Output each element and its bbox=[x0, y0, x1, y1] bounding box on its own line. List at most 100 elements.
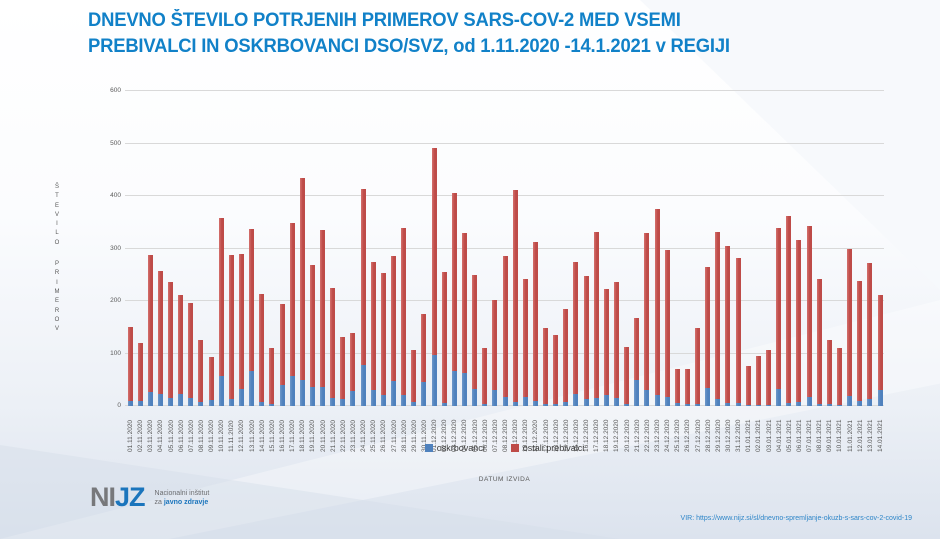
bar-oskrbovanci-10.12.2020 bbox=[522, 396, 528, 406]
bar-oskrbovanci-10.01.2021 bbox=[836, 404, 842, 406]
bar-ostali-prebivalci-11.01.2021 bbox=[847, 249, 853, 396]
bar-ostali-prebivalci-25.12.2020 bbox=[674, 368, 680, 404]
bar-ostali-prebivalci-19.11.2020 bbox=[309, 265, 315, 388]
bar-oskrbovanci-12.12.2020 bbox=[543, 404, 549, 406]
bar-oskrbovanci-09.01.2021 bbox=[826, 403, 832, 406]
bar-oskrbovanci-02.12.2020 bbox=[441, 403, 447, 406]
source-link[interactable]: VIR: https://www.nijz.si/sl/dnevno-sprem… bbox=[680, 515, 912, 522]
bar-ostali-prebivalci-08.11.2020 bbox=[198, 339, 204, 402]
bar-oskrbovanci-27.11.2020 bbox=[391, 381, 396, 406]
bar-ostali-prebivalci-02.12.2020 bbox=[441, 271, 447, 404]
bar-ostali-prebivalci-22.12.2020 bbox=[644, 232, 650, 391]
bar-oskrbovanci-13.01.2021 bbox=[867, 399, 873, 406]
bar-ostali-prebivalci-14.01.2021 bbox=[877, 294, 883, 391]
nijz-logo-line2-prefix: za bbox=[154, 499, 164, 506]
bar-oskrbovanci-12.01.2021 bbox=[857, 400, 863, 406]
legend-item-ostali-prebivalci: ostali prebivalci bbox=[510, 443, 584, 453]
bar-oskrbovanci-26.11.2020 bbox=[380, 394, 386, 406]
bar-oskrbovanci-07.01.2021 bbox=[806, 396, 812, 406]
gridline-500 bbox=[125, 142, 884, 144]
bar-oskrbovanci-24.12.2020 bbox=[664, 397, 670, 406]
bar-ostali-prebivalci-13.12.2020 bbox=[553, 334, 559, 404]
bar-ostali-prebivalci-07.12.2020 bbox=[492, 300, 498, 391]
gridline-300 bbox=[125, 247, 884, 249]
x-axis-title: DATUM IZVIDA bbox=[478, 476, 531, 483]
bar-oskrbovanci-05.01.2021 bbox=[786, 403, 792, 406]
nijz-logo-jz: JZ bbox=[115, 482, 145, 512]
bar-ostali-prebivalci-31.12.2020 bbox=[735, 258, 741, 404]
bar-oskrbovanci-12.11.2020 bbox=[238, 389, 244, 406]
bar-ostali-prebivalci-16.11.2020 bbox=[279, 304, 285, 385]
bar-oskrbovanci-17.11.2020 bbox=[289, 375, 295, 406]
bar-oskrbovanci-21.12.2020 bbox=[634, 379, 640, 406]
bar-ostali-prebivalci-24.12.2020 bbox=[664, 250, 670, 398]
bar-ostali-prebivalci-07.01.2021 bbox=[806, 226, 812, 397]
bar-ostali-prebivalci-20.12.2020 bbox=[624, 347, 630, 405]
bar-oskrbovanci-28.12.2020 bbox=[705, 387, 711, 406]
y-tick-label-0: 0 bbox=[117, 402, 121, 409]
bar-ostali-prebivalci-26.11.2020 bbox=[380, 273, 386, 395]
bar-ostali-prebivalci-10.11.2020 bbox=[218, 218, 224, 376]
bar-ostali-prebivalci-15.12.2020 bbox=[573, 261, 579, 394]
bar-oskrbovanci-07.11.2020 bbox=[188, 397, 194, 406]
bar-ostali-prebivalci-14.11.2020 bbox=[259, 293, 265, 402]
bar-ostali-prebivalci-24.11.2020 bbox=[360, 188, 366, 366]
bar-oskrbovanci-02.01.2021 bbox=[755, 404, 761, 406]
bar-oskrbovanci-14.12.2020 bbox=[563, 401, 569, 406]
bar-ostali-prebivalci-09.11.2020 bbox=[208, 356, 214, 400]
bar-ostali-prebivalci-30.12.2020 bbox=[725, 246, 731, 404]
page-title-line1: DNEVNO ŠTEVILO POTRJENIH PRIMEROV SARS-C… bbox=[88, 10, 681, 31]
bar-oskrbovanci-23.11.2020 bbox=[350, 391, 356, 406]
y-tick-label-400: 400 bbox=[110, 192, 121, 199]
bar-oskrbovanci-09.11.2020 bbox=[208, 399, 214, 406]
bar-ostali-prebivalci-14.12.2020 bbox=[563, 309, 569, 402]
y-tick-label-200: 200 bbox=[110, 297, 121, 304]
bar-oskrbovanci-15.11.2020 bbox=[269, 403, 275, 406]
page-title: DNEVNO ŠTEVILO POTRJENIH PRIMEROV SARS-C… bbox=[88, 8, 845, 60]
bar-ostali-prebivalci-13.11.2020 bbox=[249, 228, 255, 372]
bar-ostali-prebivalci-29.12.2020 bbox=[715, 232, 721, 400]
bar-oskrbovanci-18.12.2020 bbox=[603, 394, 609, 406]
legend-label-oskrbovanci: oskrbovanci bbox=[436, 443, 485, 453]
bar-oskrbovanci-29.11.2020 bbox=[411, 401, 417, 406]
bar-oskrbovanci-06.01.2021 bbox=[796, 401, 802, 406]
bar-ostali-prebivalci-18.11.2020 bbox=[299, 178, 305, 380]
nijz-logo-line1: Nacionalni inštitut bbox=[154, 490, 210, 497]
bar-ostali-prebivalci-04.01.2021 bbox=[776, 227, 782, 390]
bar-ostali-prebivalci-12.12.2020 bbox=[543, 328, 549, 405]
bar-ostali-prebivalci-01.11.2020 bbox=[127, 327, 133, 402]
nijz-logo-mark: NIJZ bbox=[90, 484, 145, 511]
bar-oskrbovanci-18.11.2020 bbox=[299, 379, 305, 406]
bar-oskrbovanci-06.12.2020 bbox=[482, 404, 488, 406]
bar-ostali-prebivalci-06.01.2021 bbox=[796, 239, 802, 402]
bar-ostali-prebivalci-10.01.2021 bbox=[836, 348, 842, 405]
bar-ostali-prebivalci-30.11.2020 bbox=[421, 314, 427, 383]
bar-oskrbovanci-19.11.2020 bbox=[309, 387, 315, 406]
bar-oskrbovanci-08.11.2020 bbox=[198, 401, 204, 406]
bar-oskrbovanci-03.11.2020 bbox=[147, 392, 153, 406]
bar-oskrbovanci-02.11.2020 bbox=[137, 400, 143, 406]
bar-ostali-prebivalci-05.11.2020 bbox=[168, 282, 174, 399]
bar-oskrbovanci-14.11.2020 bbox=[259, 401, 265, 406]
bar-oskrbovanci-26.12.2020 bbox=[684, 403, 690, 406]
bar-ostali-prebivalci-09.01.2021 bbox=[826, 340, 832, 404]
bar-ostali-prebivalci-08.01.2021 bbox=[816, 278, 822, 404]
bar-oskrbovanci-08.01.2021 bbox=[816, 403, 822, 406]
bar-ostali-prebivalci-11.12.2020 bbox=[532, 242, 538, 401]
bar-oskrbovanci-22.12.2020 bbox=[644, 390, 650, 406]
bar-oskrbovanci-08.12.2020 bbox=[502, 396, 508, 406]
bar-ostali-prebivalci-03.12.2020 bbox=[451, 192, 457, 371]
gridline-400 bbox=[125, 195, 884, 196]
bar-ostali-prebivalci-05.01.2021 bbox=[786, 216, 792, 404]
bar-oskrbovanci-01.12.2020 bbox=[431, 355, 437, 406]
nijz-logo-subtitle: Nacionalni inštitut za javno zdravje bbox=[155, 484, 210, 507]
legend-swatch-ostali-prebivalci bbox=[510, 444, 519, 452]
bar-ostali-prebivalci-19.12.2020 bbox=[613, 282, 619, 399]
bar-oskrbovanci-04.11.2020 bbox=[157, 393, 163, 406]
page-title-line2: PREBIVALCI IN OSKRBOVANCI DSO/SVZ, od 1.… bbox=[88, 36, 730, 57]
bar-ostali-prebivalci-29.11.2020 bbox=[411, 350, 417, 402]
legend: oskrbovanci ostali prebivalci bbox=[125, 443, 884, 453]
bar-ostali-prebivalci-22.11.2020 bbox=[340, 336, 346, 400]
bar-oskrbovanci-17.12.2020 bbox=[593, 398, 599, 406]
